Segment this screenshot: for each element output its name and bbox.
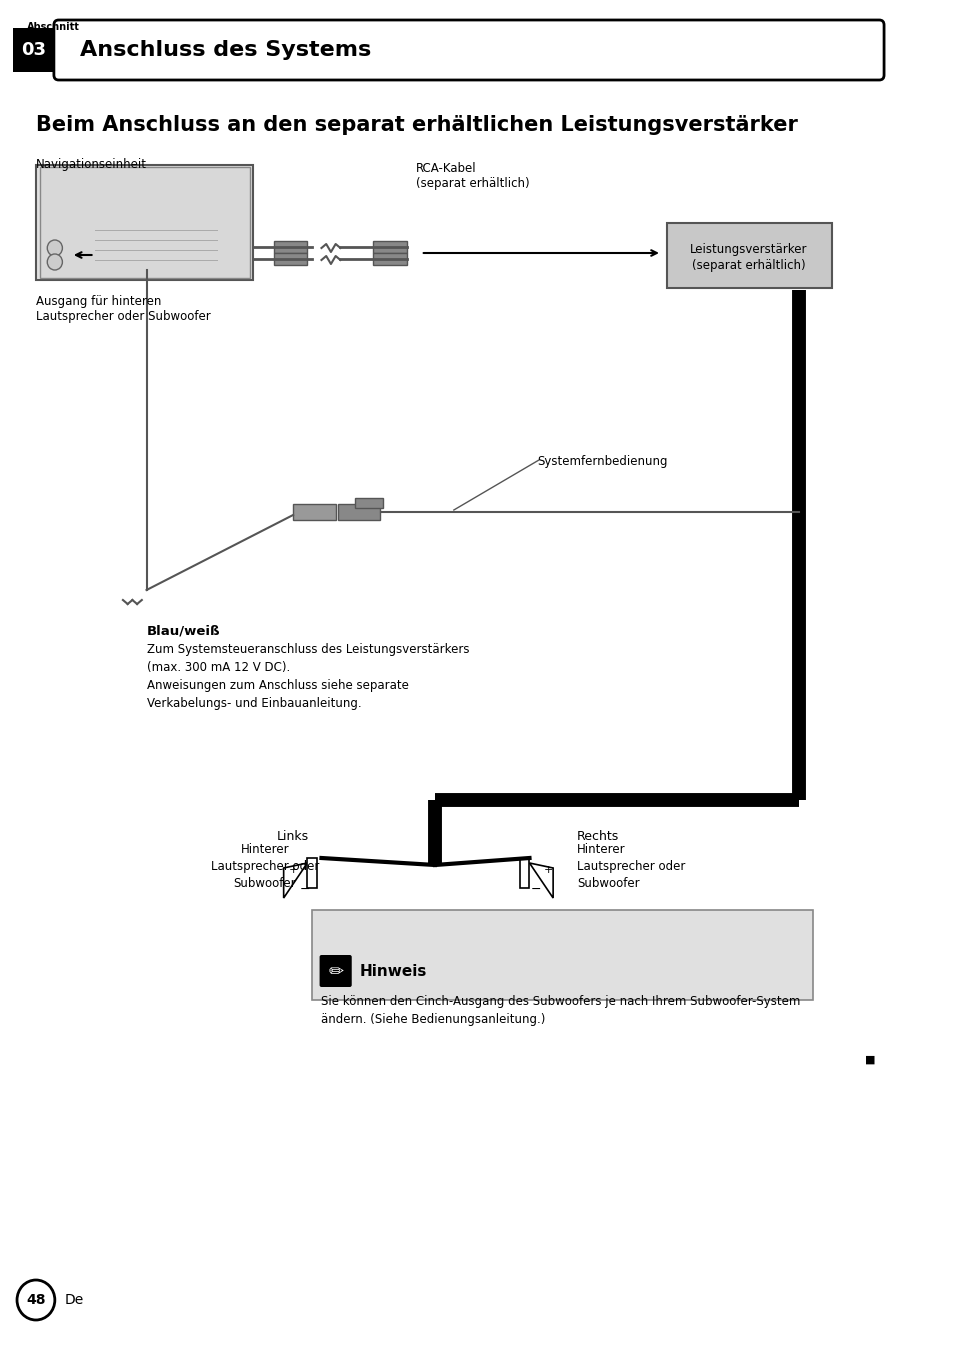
Text: Links: Links xyxy=(276,830,309,844)
FancyBboxPatch shape xyxy=(274,253,307,265)
Text: 48: 48 xyxy=(26,1293,46,1307)
Text: Hinterer
Lautsprecher oder
Subwoofer: Hinterer Lautsprecher oder Subwoofer xyxy=(211,844,318,890)
FancyBboxPatch shape xyxy=(337,504,379,521)
FancyBboxPatch shape xyxy=(373,253,406,265)
Text: RCA-Kabel
(separat erhältlich): RCA-Kabel (separat erhältlich) xyxy=(416,162,529,191)
Circle shape xyxy=(48,241,62,256)
Text: Sie können den Cinch-Ausgang des Subwoofers je nach Ihrem Subwoofer-System
änder: Sie können den Cinch-Ausgang des Subwoof… xyxy=(321,995,800,1026)
Text: ✏: ✏ xyxy=(328,963,343,982)
Text: −: − xyxy=(299,883,310,896)
Text: Zum Systemsteueranschluss des Leistungsverstärkers
(max. 300 mA 12 V DC).
Anweis: Zum Systemsteueranschluss des Leistungsv… xyxy=(147,644,469,710)
FancyBboxPatch shape xyxy=(274,241,307,253)
FancyBboxPatch shape xyxy=(355,498,382,508)
FancyBboxPatch shape xyxy=(293,504,335,521)
Text: Hinterer
Lautsprecher oder
Subwoofer: Hinterer Lautsprecher oder Subwoofer xyxy=(577,844,684,890)
Text: Beim Anschluss an den separat erhältlichen Leistungsverstärker: Beim Anschluss an den separat erhältlich… xyxy=(36,115,797,135)
Text: Blau/weiß: Blau/weiß xyxy=(147,625,220,638)
FancyBboxPatch shape xyxy=(666,223,831,288)
FancyBboxPatch shape xyxy=(519,859,529,888)
Circle shape xyxy=(17,1280,54,1320)
Text: +: + xyxy=(543,865,553,875)
Text: Ausgang für hinteren
Lautsprecher oder Subwoofer: Ausgang für hinteren Lautsprecher oder S… xyxy=(36,295,211,323)
FancyBboxPatch shape xyxy=(36,165,253,280)
FancyBboxPatch shape xyxy=(53,20,883,80)
Text: 03: 03 xyxy=(22,41,47,59)
FancyBboxPatch shape xyxy=(40,168,250,279)
Text: Anschluss des Systems: Anschluss des Systems xyxy=(80,41,372,59)
Text: Rechts: Rechts xyxy=(577,830,618,844)
Text: Navigationseinheit: Navigationseinheit xyxy=(36,158,147,170)
Circle shape xyxy=(48,254,62,270)
FancyBboxPatch shape xyxy=(312,910,812,1000)
FancyBboxPatch shape xyxy=(373,241,406,253)
Text: ■: ■ xyxy=(864,1055,875,1065)
FancyBboxPatch shape xyxy=(13,28,54,72)
Text: Abschnitt: Abschnitt xyxy=(27,22,79,32)
Text: Hinweis: Hinweis xyxy=(359,964,426,979)
Text: Leistungsverstärker
(separat erhältlich): Leistungsverstärker (separat erhältlich) xyxy=(689,242,807,272)
Text: +: + xyxy=(288,865,297,875)
Text: −: − xyxy=(530,883,540,896)
Text: De: De xyxy=(64,1293,84,1307)
FancyBboxPatch shape xyxy=(319,955,352,987)
Text: Systemfernbedienung: Systemfernbedienung xyxy=(537,456,667,468)
FancyBboxPatch shape xyxy=(307,859,316,888)
